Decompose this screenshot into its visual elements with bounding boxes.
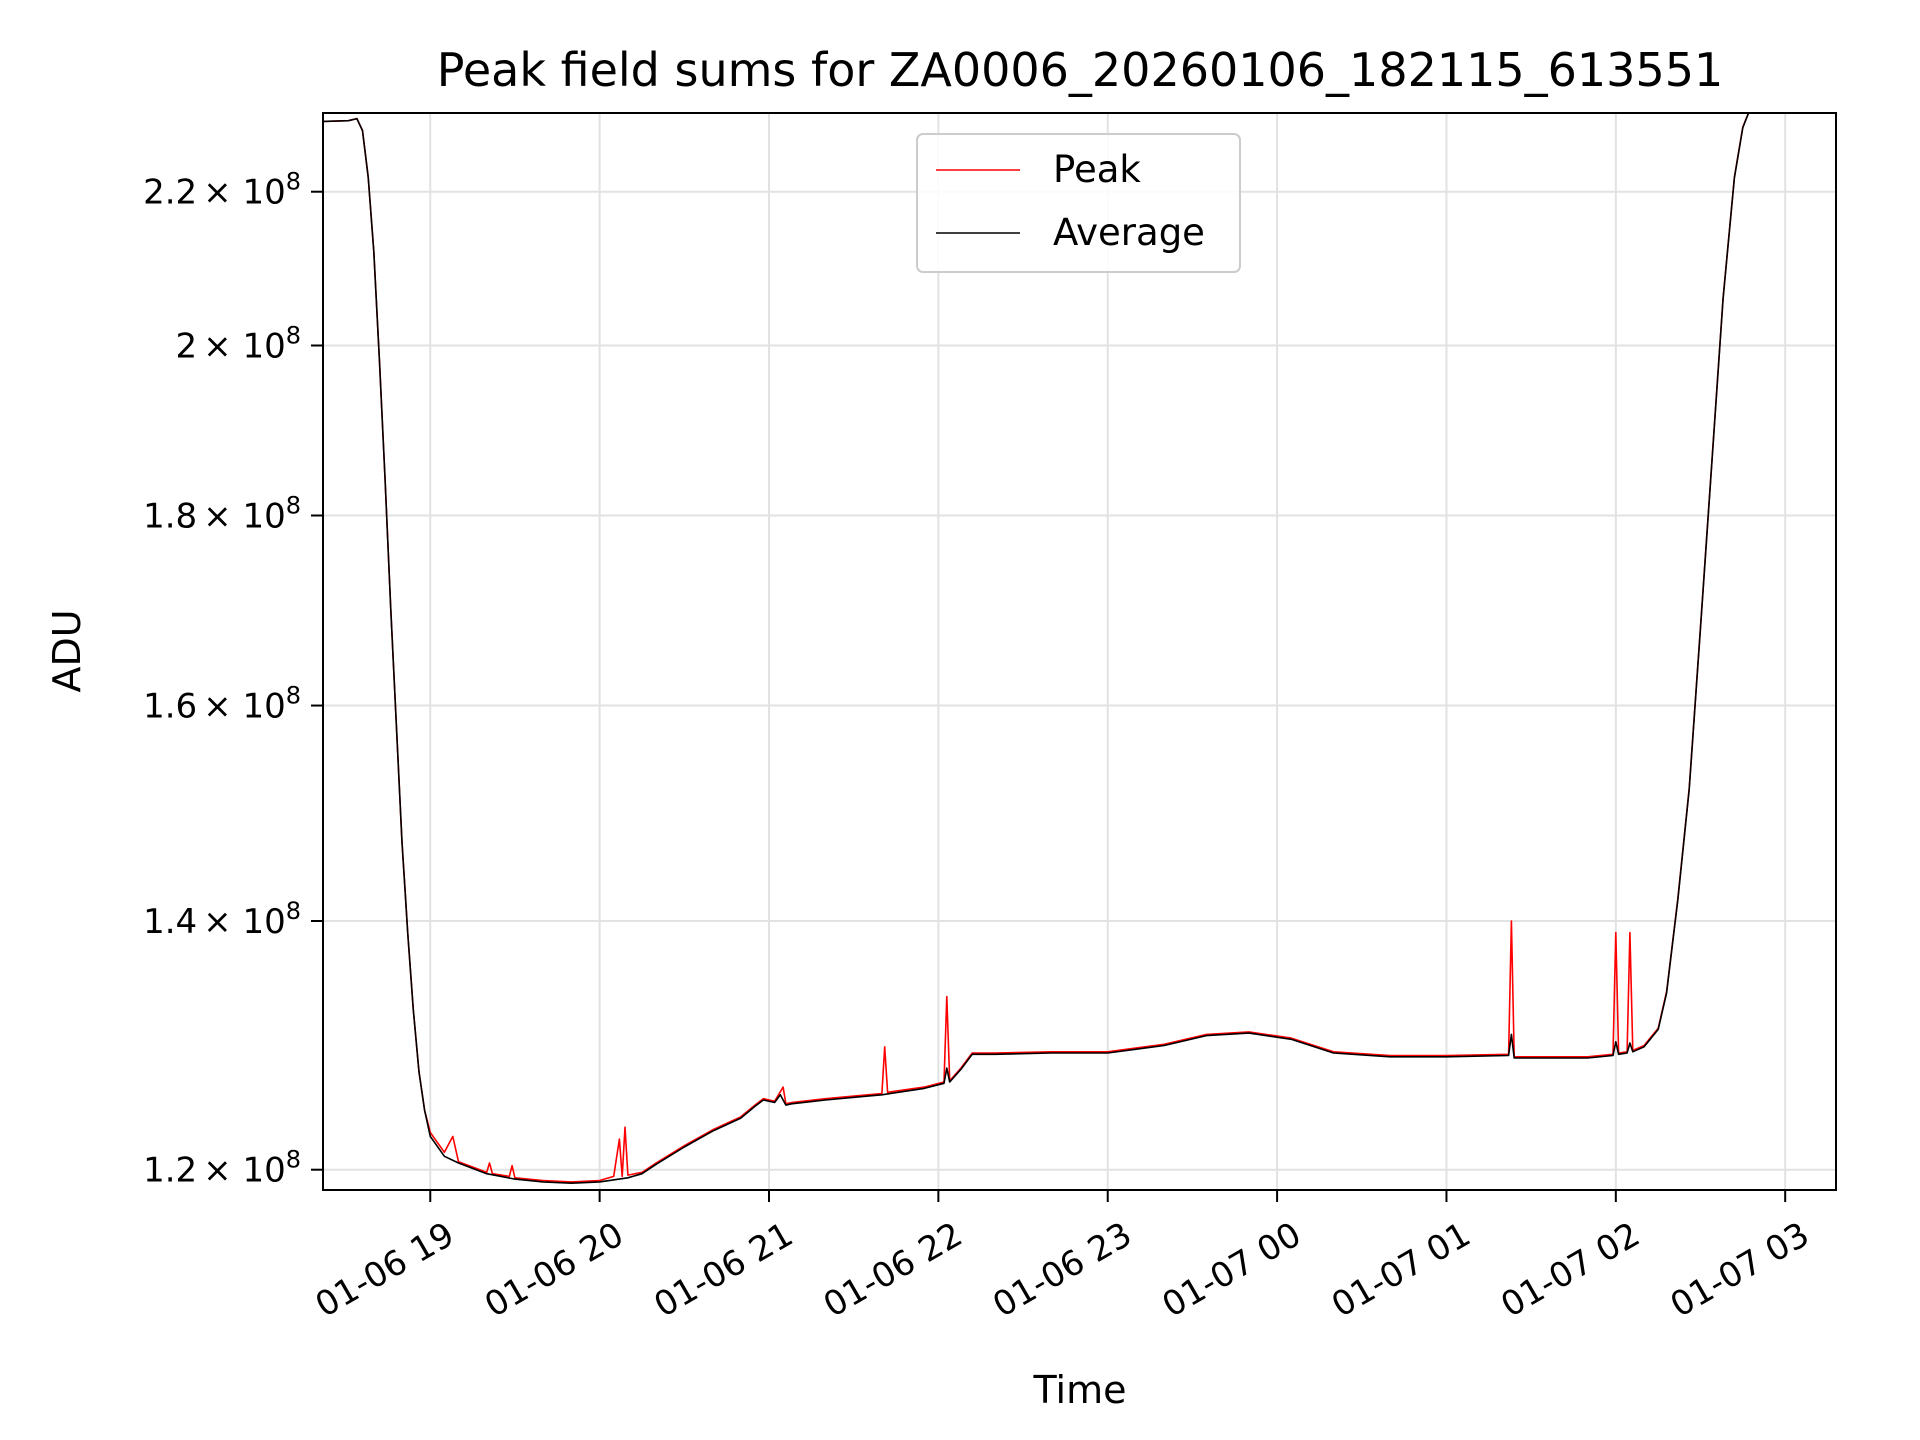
y-tick-exponent: 8 xyxy=(286,1146,301,1174)
y-tick-base: × 10 xyxy=(203,687,286,727)
y-tick-mantissa: 1.8 xyxy=(143,496,197,536)
y-tick-label: 1.4 × 108 xyxy=(143,897,301,942)
y-tick-label: 1.2 × 108 xyxy=(143,1146,301,1191)
y-tick-exponent: 8 xyxy=(286,897,301,925)
series-group xyxy=(323,113,1750,1184)
y-tick-exponent: 8 xyxy=(286,322,301,350)
y-tick-label: 1.6 × 108 xyxy=(143,682,301,727)
y-tick-exponent: 8 xyxy=(286,168,301,196)
y-tick-mantissa: 2.2 xyxy=(143,173,197,213)
legend-box xyxy=(916,133,1241,273)
y-tick-label: 2.2 × 108 xyxy=(143,168,301,213)
y-tick-base: × 10 xyxy=(203,1151,286,1191)
y-tick-label: 2 × 108 xyxy=(176,322,301,367)
y-tick-mantissa: 2 xyxy=(176,327,198,367)
legend: Peak Average xyxy=(916,133,1241,273)
y-tick-base: × 10 xyxy=(203,902,286,942)
y-tick-base: × 10 xyxy=(203,496,286,536)
y-tick-mantissa: 1.4 xyxy=(143,902,197,942)
chart-title: Peak field sums for ZA0006_20260106_1821… xyxy=(437,43,1724,97)
y-axis-label: ADU xyxy=(45,609,89,692)
y-tick-base: × 10 xyxy=(203,173,286,213)
y-tick-exponent: 8 xyxy=(286,491,301,519)
plot-frame xyxy=(322,112,1837,1191)
y-tick-mantissa: 1.2 xyxy=(143,1151,197,1191)
legend-label-peak: Peak xyxy=(1053,148,1141,191)
y-tick-mantissa: 1.6 xyxy=(143,687,197,727)
x-axis-label: Time xyxy=(1033,1368,1127,1412)
y-tick-label: 1.8 × 108 xyxy=(143,491,301,536)
legend-label-average: Average xyxy=(1053,211,1205,254)
y-tick-exponent: 8 xyxy=(286,682,301,710)
y-tick-base: × 10 xyxy=(203,327,286,367)
series-line-average xyxy=(323,113,1750,1184)
